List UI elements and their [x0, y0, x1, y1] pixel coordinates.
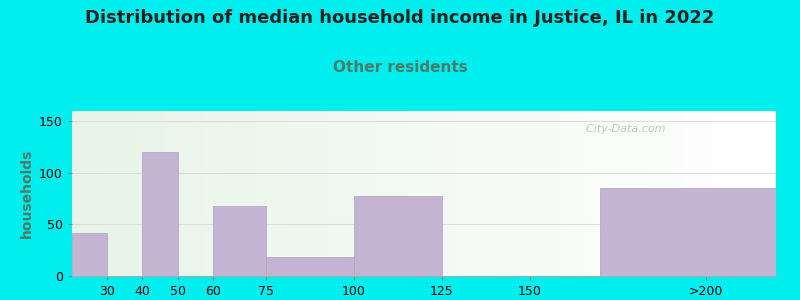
Bar [213, 206, 266, 276]
Bar [72, 233, 107, 276]
Bar [266, 257, 354, 276]
Text: Other residents: Other residents [333, 60, 467, 75]
Bar [142, 152, 178, 276]
Text: City-Data.com: City-Data.com [579, 124, 666, 134]
Text: Distribution of median household income in Justice, IL in 2022: Distribution of median household income … [86, 9, 714, 27]
Bar [600, 188, 776, 276]
Bar [354, 196, 442, 276]
Y-axis label: households: households [19, 149, 34, 238]
